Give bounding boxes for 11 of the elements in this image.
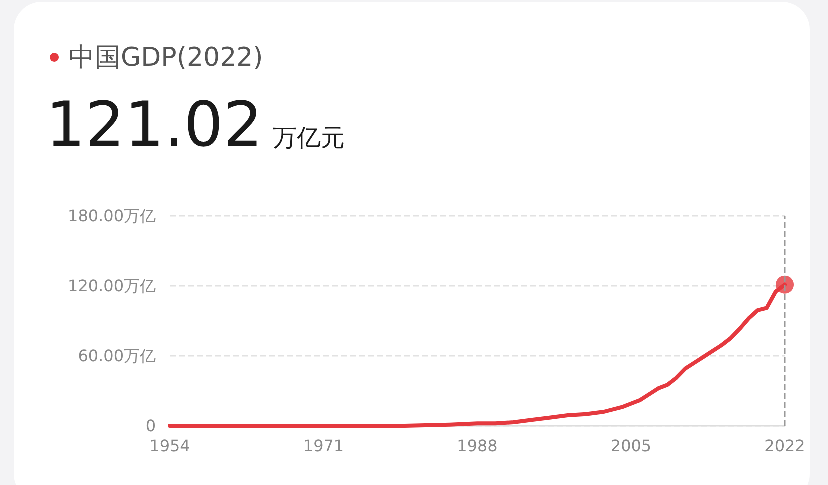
y-tick-label: 120.00万亿 <box>68 276 156 296</box>
x-tick-label: 2022 <box>764 436 806 456</box>
chart-subtitle: 121.02 万亿元 <box>46 88 345 161</box>
chart-title: 中国GDP(2022) <box>69 42 264 75</box>
y-tick-label: 60.00万亿 <box>78 346 156 366</box>
x-tick-label: 1988 <box>457 436 498 456</box>
x-tick-label: 1954 <box>150 436 190 456</box>
x-tick-label: 2005 <box>610 436 652 456</box>
y-tick-label: 180.00万亿 <box>68 206 156 226</box>
x-tick-label: 1971 <box>303 436 344 456</box>
y-tick-label: 0 <box>146 416 156 436</box>
